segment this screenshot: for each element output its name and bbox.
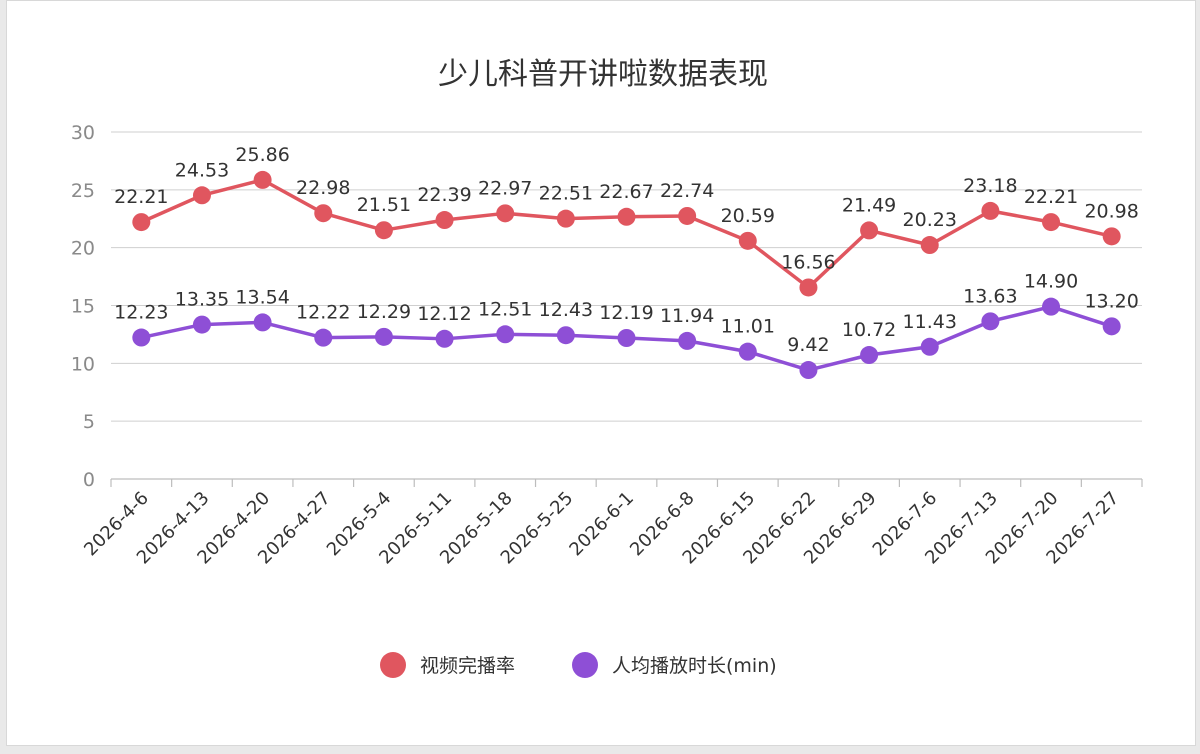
data-label: 13.35 [175, 289, 229, 311]
data-label: 14.90 [1024, 271, 1078, 293]
data-point[interactable] [496, 325, 515, 344]
data-label: 22.51 [539, 183, 593, 205]
data-label: 12.29 [357, 301, 411, 323]
data-label: 9.42 [787, 334, 829, 356]
data-label: 24.53 [175, 159, 229, 181]
y-tick-label: 0 [83, 469, 95, 491]
data-point[interactable] [556, 326, 575, 345]
data-point[interactable] [920, 236, 939, 255]
data-label: 11.94 [660, 305, 714, 327]
data-label: 25.86 [235, 144, 289, 166]
series-2 [132, 297, 1121, 380]
data-point[interactable] [435, 329, 454, 348]
data-point[interactable] [617, 207, 636, 226]
data-label: 11.43 [903, 311, 957, 333]
data-label: 22.98 [296, 177, 350, 199]
data-point[interactable] [799, 278, 818, 297]
data-point[interactable] [678, 206, 697, 225]
y-tick-label: 15 [71, 296, 95, 318]
y-tick-label: 25 [71, 180, 95, 202]
chart-frame [6, 0, 1196, 746]
legend-item-1[interactable]: 视频完播率 [380, 652, 515, 678]
data-point[interactable] [678, 331, 697, 350]
data-point[interactable] [192, 315, 211, 334]
legend-label: 视频完播率 [420, 655, 515, 677]
data-label: 12.51 [478, 298, 532, 320]
data-point[interactable] [1042, 297, 1061, 316]
data-label: 12.23 [114, 302, 168, 324]
data-point[interactable] [799, 361, 818, 380]
data-label: 20.23 [903, 209, 957, 231]
data-label: 20.98 [1084, 200, 1138, 222]
legend-marker [572, 652, 598, 678]
chart-title: 少儿科普开讲啦数据表现 [438, 57, 768, 92]
data-label: 22.21 [114, 186, 168, 208]
data-point[interactable] [981, 201, 1000, 220]
data-point[interactable] [981, 312, 1000, 331]
data-label: 22.67 [599, 181, 653, 203]
x-tick-label: 2026-6-1 [565, 488, 638, 561]
data-label: 13.63 [963, 285, 1017, 307]
data-point[interactable] [374, 327, 393, 346]
y-tick-label: 20 [71, 238, 95, 260]
data-label: 11.01 [721, 316, 775, 338]
data-label: 16.56 [781, 251, 835, 273]
data-point[interactable] [374, 221, 393, 240]
y-tick-label: 5 [83, 411, 95, 433]
data-point[interactable] [1102, 317, 1121, 336]
legend-item-2[interactable]: 人均播放时长(min) [572, 652, 777, 678]
data-label: 10.72 [842, 319, 896, 341]
legend-marker [380, 652, 406, 678]
data-label: 22.21 [1024, 186, 1078, 208]
data-label: 12.12 [417, 303, 471, 325]
data-point[interactable] [1102, 227, 1121, 246]
data-point[interactable] [253, 313, 272, 332]
data-label: 22.74 [660, 180, 714, 202]
data-point[interactable] [314, 204, 333, 223]
data-point[interactable] [253, 170, 272, 189]
data-point[interactable] [192, 186, 211, 205]
data-point[interactable] [860, 221, 879, 240]
data-label: 22.39 [417, 184, 471, 206]
series-1 [132, 170, 1121, 297]
y-tick-label: 30 [71, 122, 95, 144]
data-label: 20.59 [721, 205, 775, 227]
data-label: 21.49 [842, 194, 896, 216]
data-label: 12.43 [539, 299, 593, 321]
data-point[interactable] [556, 209, 575, 228]
data-point[interactable] [617, 329, 636, 348]
data-label: 21.51 [357, 194, 411, 216]
data-point[interactable] [132, 328, 151, 347]
data-point[interactable] [920, 337, 939, 356]
data-labels: 22.21 24.53 25.86 22.98 21.51 22.39 22.97 22.51… [114, 144, 1139, 356]
data-point[interactable] [738, 231, 757, 250]
data-point[interactable] [435, 211, 454, 230]
data-label: 22.97 [478, 177, 532, 199]
data-point[interactable] [132, 213, 151, 232]
data-label: 23.18 [963, 175, 1017, 197]
legend-label: 人均播放时长(min) [612, 655, 777, 677]
data-point[interactable] [1042, 213, 1061, 232]
legend: 视频完播率 人均播放时长(min) [380, 652, 777, 678]
data-point[interactable] [496, 204, 515, 223]
data-point[interactable] [314, 328, 333, 347]
series [132, 170, 1121, 380]
data-label: 12.22 [296, 302, 350, 324]
data-label: 13.54 [235, 286, 289, 308]
data-label: 12.19 [599, 302, 653, 324]
y-tick-label: 10 [71, 353, 95, 375]
data-point[interactable] [860, 346, 879, 365]
data-point[interactable] [738, 342, 757, 361]
data-label: 13.20 [1084, 290, 1138, 312]
